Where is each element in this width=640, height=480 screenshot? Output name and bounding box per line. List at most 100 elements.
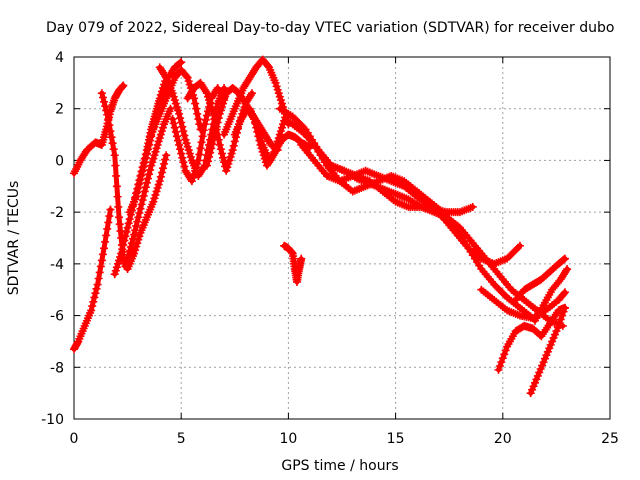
series-track-17 — [284, 117, 537, 323]
data-point — [117, 249, 126, 258]
data-point — [515, 241, 524, 250]
data-point — [246, 90, 255, 99]
data-point — [109, 145, 118, 154]
data-point — [91, 289, 100, 298]
data-point — [142, 178, 151, 187]
data-point — [552, 327, 561, 336]
data-point — [108, 139, 117, 148]
data-point — [161, 155, 170, 164]
data-point — [562, 266, 571, 275]
data-point — [494, 365, 503, 374]
series-trace — [277, 106, 476, 215]
data-point — [90, 293, 99, 302]
data-point — [201, 115, 210, 124]
data-point — [161, 71, 170, 80]
data-point — [135, 209, 144, 218]
series-track-24 — [530, 265, 572, 325]
x-tick-label: 0 — [70, 431, 79, 447]
data-point — [123, 254, 132, 263]
data-point — [230, 137, 239, 146]
data-point — [179, 158, 188, 167]
data-point — [495, 361, 504, 370]
data-point — [123, 223, 132, 232]
data-point — [115, 220, 124, 229]
data-point — [171, 127, 180, 136]
x-axis-ticks: 0 5 10 15 20 25 — [70, 57, 619, 447]
data-point — [207, 144, 216, 153]
data-point — [213, 118, 222, 127]
y-axis-ticks: 4 2 0 -2 -4 -6 -8 -10 — [41, 50, 610, 428]
data-point — [146, 165, 155, 174]
data-point — [102, 106, 111, 115]
data-point — [191, 99, 200, 108]
data-point — [125, 246, 134, 255]
data-point — [211, 127, 220, 136]
data-point — [133, 217, 142, 226]
y-axis-label: SDTVAR / TECUs — [6, 181, 22, 296]
data-point — [116, 227, 125, 236]
data-point — [105, 212, 114, 221]
data-point — [104, 218, 113, 227]
data-point — [92, 284, 101, 293]
data-point — [100, 244, 109, 253]
data-point — [177, 118, 186, 127]
data-point — [138, 196, 147, 205]
data-point — [143, 145, 152, 154]
data-point — [136, 175, 145, 184]
data-point — [208, 140, 217, 149]
data-point — [175, 140, 184, 149]
data-point — [170, 123, 179, 132]
data-point — [97, 89, 106, 98]
data-point — [101, 237, 110, 246]
data-point — [205, 152, 214, 161]
data-point — [177, 58, 186, 67]
x-tick-label: 20 — [494, 431, 512, 447]
data-point — [114, 202, 123, 211]
data-point — [176, 145, 185, 154]
data-point — [110, 151, 119, 160]
data-point — [212, 122, 221, 131]
x-tick-label: 10 — [279, 431, 297, 447]
data-point — [143, 174, 152, 183]
y-tick-label: -2 — [50, 205, 64, 221]
data-point — [130, 230, 139, 239]
data-point — [202, 111, 211, 120]
data-point — [134, 213, 143, 222]
data-point — [141, 183, 150, 192]
data-point — [560, 288, 569, 297]
data-point — [468, 202, 477, 211]
data-point — [559, 255, 568, 264]
data-point — [137, 200, 146, 209]
data-point — [126, 243, 135, 252]
data-point — [556, 315, 565, 324]
data-point — [172, 132, 181, 141]
data-point — [553, 323, 562, 332]
data-point — [219, 153, 228, 162]
data-point — [180, 162, 189, 171]
data-point — [112, 182, 121, 191]
data-point — [134, 184, 143, 193]
data-point — [201, 87, 210, 96]
data-point — [194, 115, 203, 124]
data-point — [192, 104, 201, 113]
data-point — [122, 258, 131, 267]
data-point — [125, 215, 134, 224]
data-point — [177, 149, 186, 158]
data-point — [196, 144, 205, 153]
data-point — [179, 127, 188, 136]
data-point — [120, 236, 129, 245]
series-track-18 — [288, 120, 567, 330]
data-point — [107, 133, 116, 142]
data-point — [156, 172, 165, 181]
data-point — [132, 192, 141, 201]
data-point — [95, 268, 104, 277]
series-trace — [71, 207, 113, 352]
data-point — [180, 131, 189, 140]
data-point — [131, 226, 140, 235]
data-point — [217, 149, 226, 158]
data-point — [98, 250, 107, 259]
data-point — [103, 110, 112, 119]
data-point — [206, 148, 215, 157]
data-point — [563, 265, 572, 274]
data-point — [118, 245, 127, 254]
